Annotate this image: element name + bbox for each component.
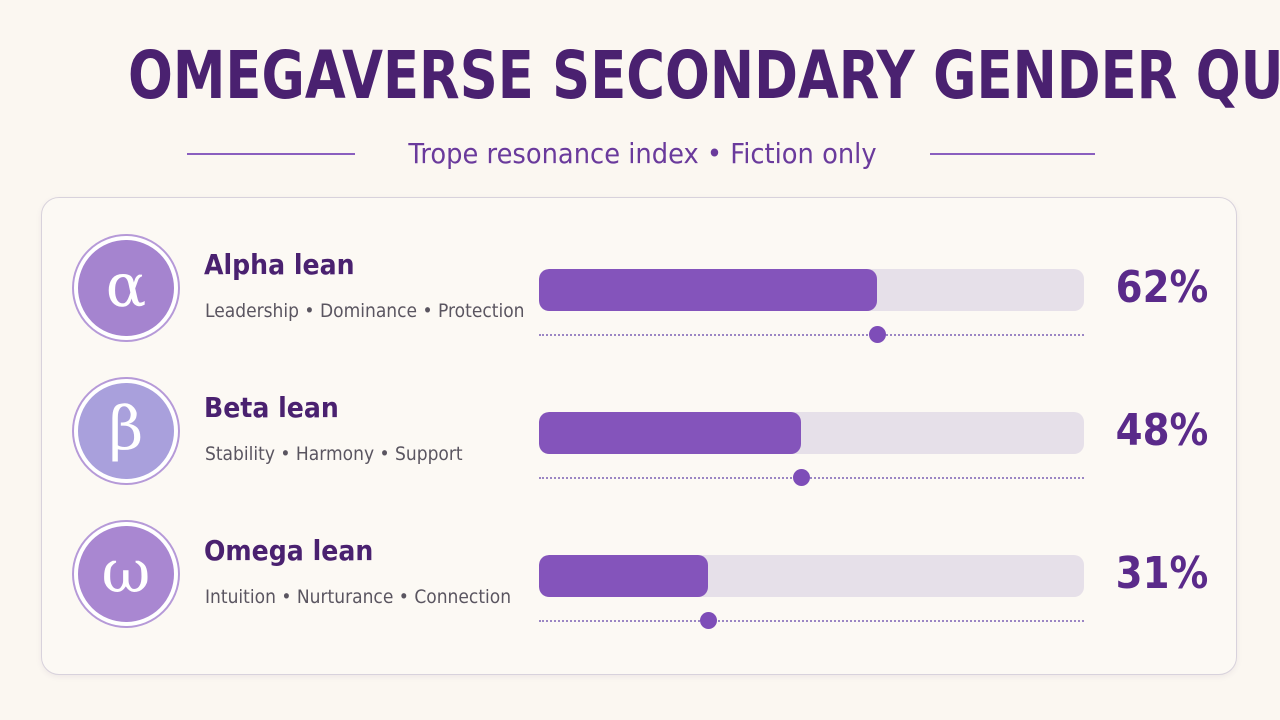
result-title: Omega lean bbox=[204, 534, 374, 567]
beta-symbol: β bbox=[108, 394, 144, 464]
progress-fill bbox=[539, 555, 708, 597]
subtitle: Trope resonance index • Fiction only bbox=[408, 137, 877, 170]
progress-track bbox=[539, 412, 1084, 454]
dotted-scale bbox=[539, 620, 1084, 622]
beta-icon: β bbox=[74, 379, 178, 483]
progress-track bbox=[539, 555, 1084, 597]
omega-symbol: ω bbox=[101, 537, 151, 607]
quiz-title: OMEGAVERSE SECONDARY GENDER QUIZ bbox=[128, 37, 1280, 114]
result-traits: Intuition • Nurturance • Connection bbox=[205, 586, 512, 608]
progress-fill bbox=[539, 269, 877, 311]
percent-value: 31% bbox=[1115, 548, 1209, 599]
scale-marker bbox=[699, 612, 717, 629]
result-traits: Leadership • Dominance • Protection bbox=[205, 300, 525, 322]
alpha-icon: α bbox=[74, 236, 178, 340]
result-traits: Stability • Harmony • Support bbox=[205, 443, 463, 465]
progress-fill bbox=[539, 412, 801, 454]
subtitle-divider-left bbox=[187, 153, 355, 155]
subtitle-row: Trope resonance index • Fiction only bbox=[0, 134, 1280, 174]
scale-marker bbox=[868, 326, 886, 343]
result-title: Beta lean bbox=[204, 391, 339, 424]
alpha-symbol: α bbox=[105, 251, 147, 321]
percent-value: 62% bbox=[1115, 262, 1209, 313]
dotted-scale bbox=[539, 334, 1084, 336]
result-title: Alpha lean bbox=[204, 248, 355, 281]
scale-marker bbox=[792, 469, 810, 486]
omega-icon: ω bbox=[74, 522, 178, 626]
subtitle-divider-right bbox=[930, 153, 1095, 155]
result-row-omega: ω Omega lean Intuition • Nurturance • Co… bbox=[42, 508, 1238, 638]
percent-value: 48% bbox=[1115, 405, 1209, 456]
result-row-alpha: α Alpha lean Leadership • Dominance • Pr… bbox=[42, 222, 1238, 352]
progress-track bbox=[539, 269, 1084, 311]
result-row-beta: β Beta lean Stability • Harmony • Suppor… bbox=[42, 365, 1238, 495]
dotted-scale bbox=[539, 477, 1084, 479]
results-card: α Alpha lean Leadership • Dominance • Pr… bbox=[41, 197, 1237, 675]
